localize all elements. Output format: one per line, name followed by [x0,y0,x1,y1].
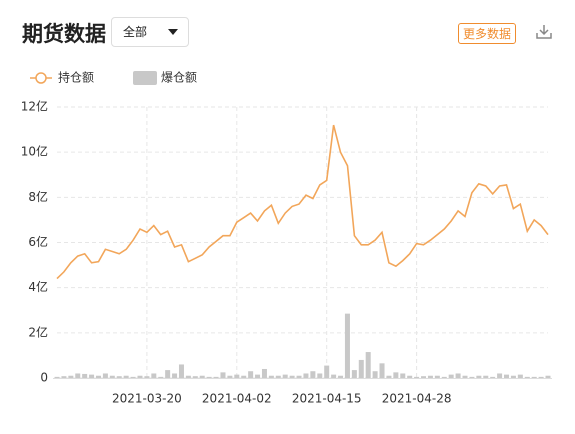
bar [545,375,551,378]
bar [275,375,281,378]
bar [102,373,108,378]
bar [462,375,468,378]
bar [241,375,247,378]
y-tick-label: 2亿 [28,324,48,339]
bar [365,352,371,378]
bar [213,376,219,378]
bar [317,373,323,378]
y-tick-label: 0 [40,371,48,385]
bar [372,371,378,378]
bar [504,374,510,378]
bar [165,370,171,378]
legend-label: 爆仓额 [161,71,197,85]
download-icon[interactable] [536,24,552,40]
y-tick-label: 6亿 [28,234,48,249]
bar [158,376,164,378]
bar [358,359,364,378]
bar [448,374,454,378]
bar [393,372,399,378]
y-tick-label: 10亿 [21,144,48,159]
bar [261,368,267,378]
bar [400,373,406,378]
bar [68,375,74,378]
bar [476,375,482,378]
bar [490,376,496,378]
bar [344,313,350,378]
legend-marker [35,72,47,84]
bar [82,373,88,378]
bar [185,375,191,378]
bar [427,375,433,378]
bar [421,376,427,378]
bar [116,376,122,378]
bar [192,376,198,378]
bar [255,374,261,378]
bar [414,376,420,378]
bar [310,371,316,378]
y-tick-label: 12亿 [21,99,48,114]
bar [151,373,157,378]
bar [268,375,274,378]
line [56,124,549,280]
bar [206,376,212,378]
bar [137,375,143,378]
bar [109,375,115,378]
bar [351,370,357,378]
bar [483,375,489,378]
bar [296,375,302,378]
legend-label: 持仓额 [58,70,94,85]
bar [434,375,440,378]
bar [324,365,330,378]
bar [531,376,537,378]
bar [510,375,516,378]
x-tick-label: 2021-04-02 [202,392,272,406]
bar [497,373,503,378]
x-tick-label: 2021-03-20 [112,392,182,406]
bar [524,376,530,378]
bar [469,376,475,378]
bar [282,374,288,378]
bar [178,364,184,378]
bar [227,375,233,378]
bar [441,376,447,378]
bar [75,373,81,378]
x-tick-label: 2021-04-15 [292,392,362,406]
x-tick-label: 2021-04-28 [382,392,452,406]
bar [303,373,309,378]
dropdown-label: 全部 [123,25,148,39]
bar [89,374,95,378]
bar [517,374,523,378]
bar [144,376,150,378]
y-tick-label: 8亿 [28,189,48,204]
bar [130,376,136,378]
bar [331,374,337,378]
more-button[interactable]: 更多数据 [458,23,517,44]
bar [172,373,178,378]
bar [54,376,60,378]
bar [455,373,461,378]
bar [199,375,205,378]
y-tick-label: 4亿 [28,279,48,294]
bar [220,372,226,378]
bar [248,371,254,378]
legend-swatch [133,71,157,85]
bar [123,375,129,378]
page-title: 期货数据 [22,22,106,46]
bar [338,375,344,378]
dropdown-arrow [168,29,178,35]
filter-dropdown[interactable]: 全部 [111,17,189,47]
bar [379,363,385,378]
bar [234,374,240,378]
bar [95,375,101,378]
bar [386,375,392,378]
bar [407,375,413,378]
bar [538,376,544,378]
bar [61,376,67,378]
bar [289,375,295,378]
